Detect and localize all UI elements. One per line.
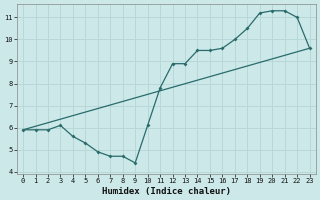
- X-axis label: Humidex (Indice chaleur): Humidex (Indice chaleur): [102, 187, 231, 196]
